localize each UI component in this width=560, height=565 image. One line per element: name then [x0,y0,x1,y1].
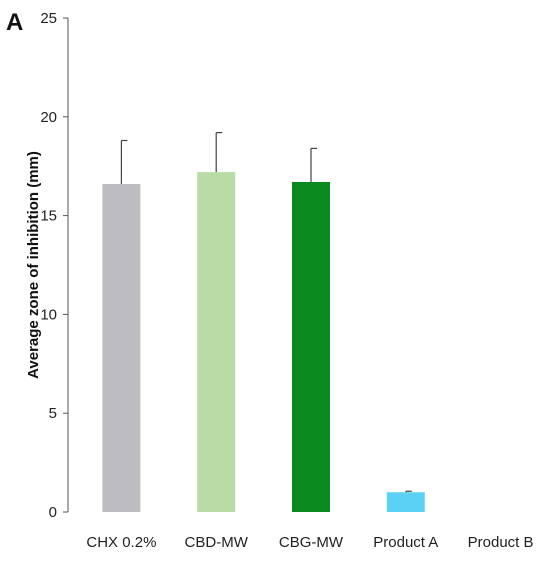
panel-label: A [6,9,23,36]
x-category-label: Product B [468,534,534,551]
y-tick-label: 15 [40,208,57,225]
bar [102,183,141,512]
x-category-label: Product A [373,534,438,551]
bar [292,182,330,512]
bar [197,172,236,513]
bar [386,492,425,512]
x-labels: CHX 0.2% CBD-MW CBG-MW Product A Product B [86,534,533,551]
x-category-label: CBD-MW [185,534,249,551]
y-axis-title: Average zone of inhibition (mm) [25,151,42,379]
y-ticks: 0 5 10 15 20 25 [40,10,68,521]
x-category-label: CHX 0.2% [86,534,156,551]
y-tick-label: 20 [40,109,57,126]
y-tick-label: 25 [40,10,57,27]
bars [102,132,425,513]
y-tick-label: 5 [49,405,57,422]
y-tick-label: 0 [49,504,57,521]
x-category-label: CBG-MW [279,534,344,551]
y-tick-label: 10 [40,306,57,323]
